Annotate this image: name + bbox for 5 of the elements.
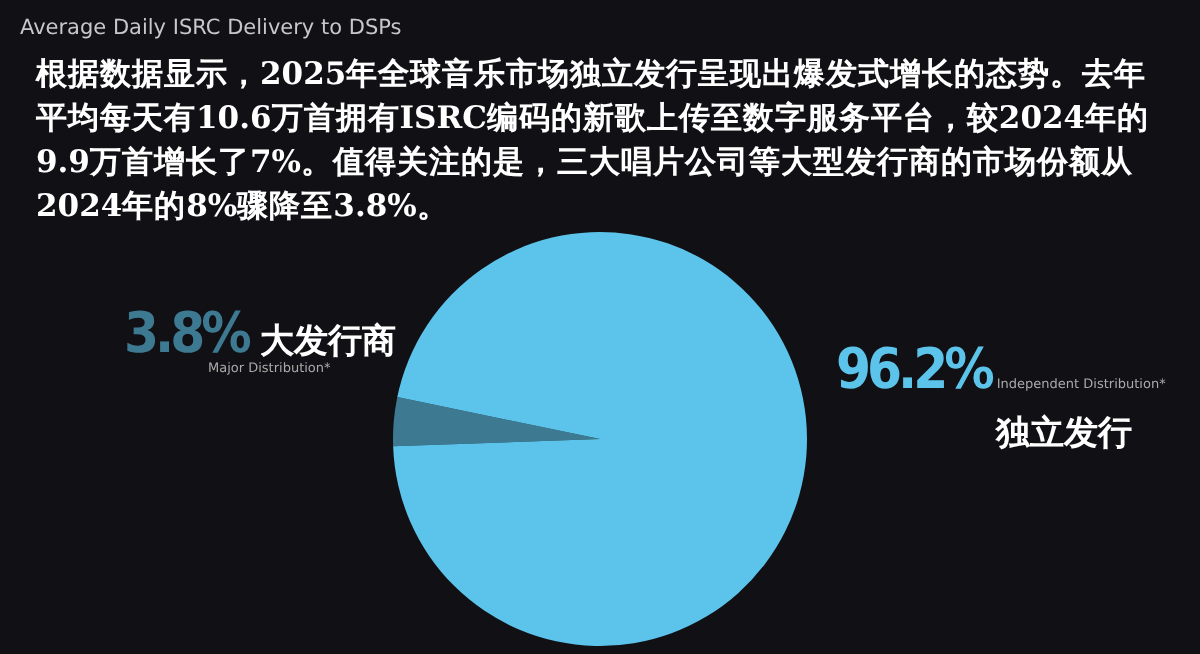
text: 大发行商 (259, 322, 396, 362)
chart-title: Average Daily ISRC Delivery to DSPs (20, 16, 402, 40)
text: 独立发行 (996, 414, 1132, 454)
chart-subtitle: 根据数据显示，2025年全球音乐市场独立发行呈现出爆发式增长的态势。去年平均每天有10.6万首拥有ISRC编码的新歌上传至数字服务平台，较2024年的9.9万首增长了7%。值得关注的是，三大唱片公司等大型发行商的市场份额从2024年的8%骤降至3.8%。 (36, 52, 1152, 228)
data-label: 96.2% (836, 336, 991, 402)
